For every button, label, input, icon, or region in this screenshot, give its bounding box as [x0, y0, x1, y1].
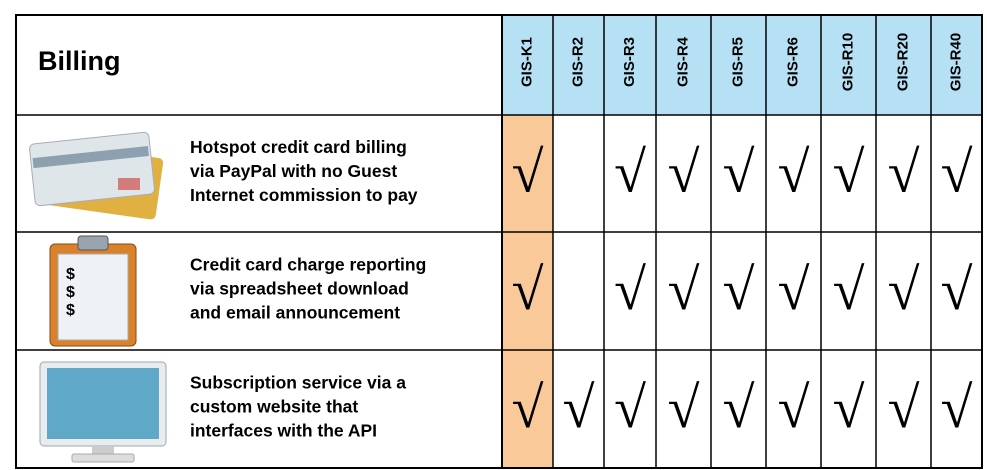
- check-mark: √: [668, 140, 700, 205]
- check-mark: √: [668, 257, 700, 322]
- check-mark: √: [512, 257, 544, 322]
- check-mark: √: [614, 257, 646, 322]
- check-mark: √: [833, 375, 865, 440]
- feature-text: via PayPal with no Guest: [190, 161, 397, 181]
- icon-symbol: $: [66, 266, 75, 283]
- check-mark: √: [833, 140, 865, 205]
- check-mark: √: [888, 375, 920, 440]
- feature-text: Hotspot credit card billing: [190, 137, 407, 157]
- check-mark: √: [614, 375, 646, 440]
- feature-text: and email announcement: [190, 303, 400, 323]
- icon-symbol: $: [66, 302, 75, 319]
- table-title: Billing: [38, 46, 121, 76]
- check-mark: √: [668, 375, 700, 440]
- highlight-cell: [502, 115, 553, 232]
- header-cell: [656, 15, 711, 115]
- check-mark: √: [778, 140, 810, 205]
- check-mark: √: [778, 375, 810, 440]
- check-mark: √: [723, 375, 755, 440]
- check-mark: √: [833, 257, 865, 322]
- feature-text: interfaces with the API: [190, 421, 377, 441]
- column-header: GIS-R4: [674, 36, 691, 87]
- check-mark: √: [723, 257, 755, 322]
- header-cell: [766, 15, 821, 115]
- check-mark: √: [941, 257, 973, 322]
- monitor-icon: [39, 361, 167, 463]
- column-header: GIS-R6: [784, 37, 801, 87]
- header-cell: [711, 15, 766, 115]
- header-cell: [821, 15, 876, 115]
- credit-card-icon: [29, 131, 164, 220]
- feature-text: via spreadsheet download: [190, 279, 409, 299]
- column-header: GIS-R5: [729, 37, 746, 87]
- feature-text: Subscription service via a: [190, 373, 406, 393]
- check-mark: √: [563, 375, 595, 440]
- check-mark: √: [723, 140, 755, 205]
- column-header: GIS-R40: [947, 33, 964, 91]
- check-mark: √: [888, 140, 920, 205]
- clipboard-icon: [49, 235, 137, 347]
- check-mark: √: [512, 375, 544, 440]
- header-cell: [502, 15, 553, 115]
- column-header: GIS-R20: [894, 33, 911, 91]
- icon-symbol: $: [66, 284, 75, 301]
- check-mark: √: [512, 140, 544, 205]
- highlight-cell: [502, 232, 553, 350]
- column-header: GIS-R3: [621, 37, 638, 87]
- table-border: [15, 14, 983, 469]
- check-mark: √: [614, 140, 646, 205]
- feature-text: Credit card charge reporting: [190, 255, 426, 275]
- header-cell: [604, 15, 656, 115]
- header-cell: [553, 15, 604, 115]
- feature-text: Internet commission to pay: [190, 185, 418, 205]
- header-cell: [931, 15, 982, 115]
- column-header: GIS-R2: [569, 37, 586, 87]
- column-header: GIS-R10: [839, 33, 856, 91]
- highlight-cell: [502, 350, 553, 468]
- check-mark: √: [888, 257, 920, 322]
- check-mark: √: [941, 140, 973, 205]
- column-header: GIS-K1: [518, 37, 535, 87]
- check-mark: √: [778, 257, 810, 322]
- header-cell: [876, 15, 931, 115]
- feature-text: custom website that: [190, 397, 358, 417]
- check-mark: √: [941, 375, 973, 440]
